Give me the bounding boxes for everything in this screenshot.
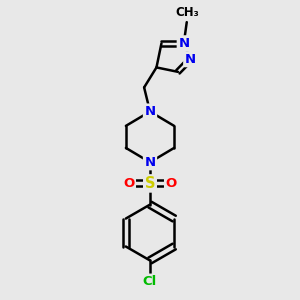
Text: S: S: [145, 176, 155, 191]
Text: CH₃: CH₃: [175, 6, 199, 19]
Text: N: N: [178, 37, 189, 50]
Text: N: N: [185, 53, 196, 66]
Text: Cl: Cl: [143, 275, 157, 288]
Text: N: N: [144, 156, 156, 169]
Text: N: N: [144, 105, 156, 118]
Text: O: O: [166, 177, 177, 190]
Text: O: O: [123, 177, 134, 190]
